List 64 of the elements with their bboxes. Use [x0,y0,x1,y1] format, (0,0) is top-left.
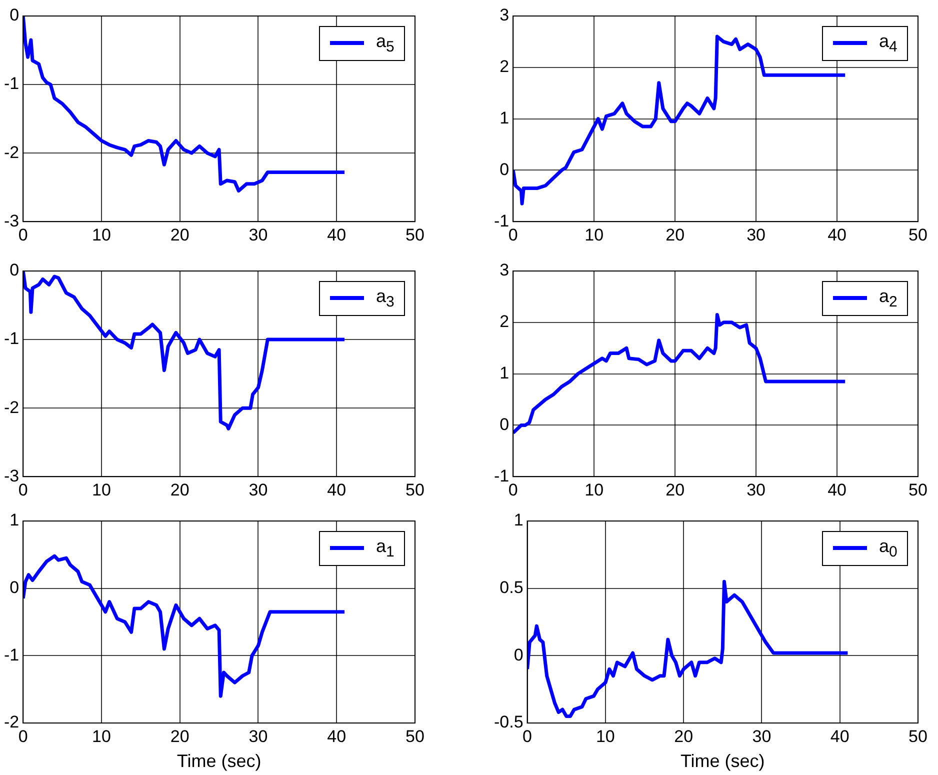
y-tick-label: 0 [10,6,20,25]
x-tick-label: 30 [248,726,268,746]
legend-label: a$_{4}$ [879,31,898,56]
y-tick-label: 0 [10,260,20,280]
x-tick-label: 10 [92,480,111,500]
x-tick-label: 20 [666,225,685,244]
x-tick-label: 10 [92,726,111,746]
x-tick-label: 20 [170,726,190,746]
x-tick-label: 10 [596,726,615,746]
y-tick-label: -2 [4,712,20,732]
y-tick-label: -1 [494,466,510,486]
legend-label: a$_{2}$ [879,286,898,311]
y-tick-label: -1 [4,74,20,94]
y-tick-label: -1 [4,645,20,664]
x-tick-label: 40 [828,480,846,500]
y-tick-label: 3 [500,260,510,280]
x-tick-label: 40 [830,726,850,746]
y-tick-label: 0 [10,578,20,598]
y-tick-label: 3 [500,6,510,25]
x-tick-label: 20 [674,726,694,746]
x-tick-label: 50 [908,225,928,244]
legend-label: a$_{5}$ [376,31,394,56]
x-tick-label: 50 [908,726,928,746]
y-tick-label: -1 [4,329,20,348]
x-tick-label: 10 [584,225,604,244]
x-tick-label: 40 [327,726,346,746]
x-tick-label: 50 [406,225,424,244]
x-tick-label: 50 [406,480,424,500]
x-tick-label: 30 [248,225,268,244]
x-tick-label: 10 [92,225,111,244]
x-tick-label: 20 [170,225,190,244]
x-tick-label: 40 [828,225,846,244]
x-tick-label: 30 [746,225,766,244]
y-tick-label: -0.5 [494,712,524,732]
x-tick-label: 10 [584,480,604,500]
x-tick-label: 20 [666,480,685,500]
y-tick-label: 2 [500,312,510,332]
y-tick-label: -2 [4,142,20,162]
y-tick-label: 1 [500,108,510,128]
x-tick-label: 30 [746,480,766,500]
y-tick-label: 1 [500,363,510,382]
y-tick-label: 0 [500,160,510,179]
x-axis-title: Time (sec) [680,751,765,772]
x-tick-label: 50 [406,726,424,746]
y-tick-label: 2 [500,57,510,76]
x-tick-label: 20 [170,480,190,500]
y-tick-label: -2 [4,398,20,417]
x-axis-title: Time (sec) [176,751,262,772]
legend-label: a$_{3}$ [376,286,394,311]
y-tick-label: -3 [4,466,20,486]
legend-label: a$_{1}$ [376,536,394,561]
x-tick-label: 30 [248,480,268,500]
x-tick-label: 40 [327,225,346,244]
y-tick-label: 1 [10,510,20,530]
y-tick-label: 1 [514,510,524,530]
x-tick-label: 40 [327,480,346,500]
y-tick-label: 0 [500,414,510,434]
legend-label: a$_{0}$ [879,536,898,561]
x-tick-label: 50 [908,480,928,500]
y-tick-label: -3 [4,211,20,230]
y-tick-label: -1 [494,211,510,230]
x-tick-label: 30 [752,726,772,746]
y-tick-label: 0.5 [500,578,524,598]
y-tick-label: 0 [514,645,524,664]
